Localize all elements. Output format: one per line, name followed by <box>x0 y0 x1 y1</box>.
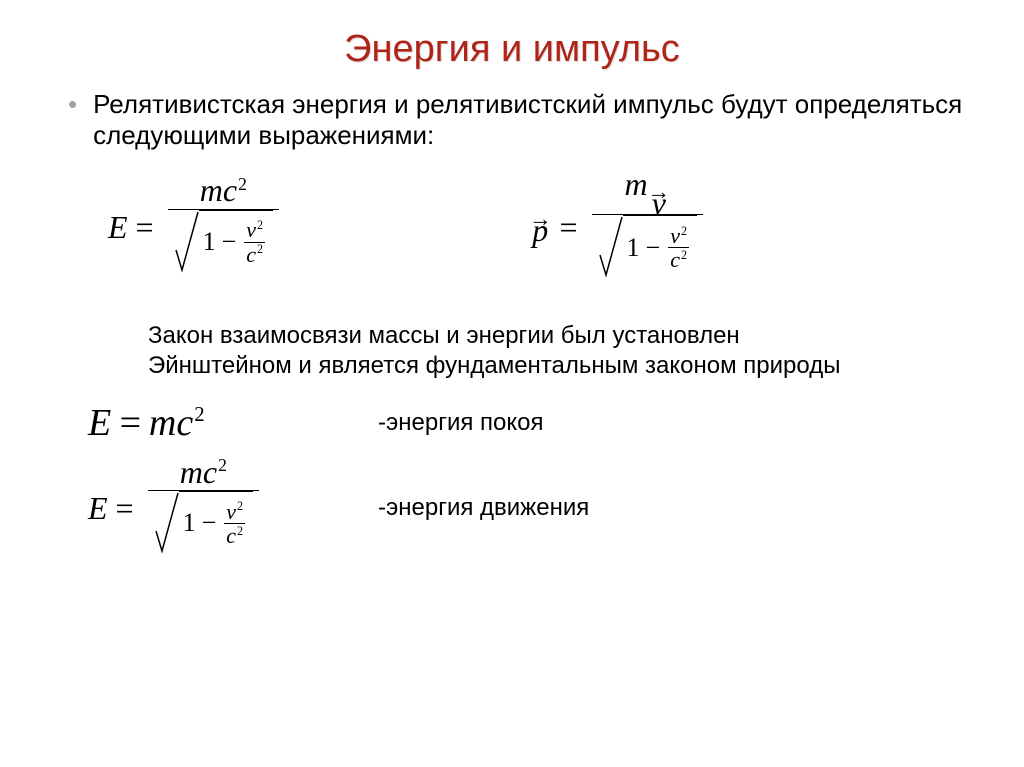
equation-momentum-relativistic: →p = m→v 1 − v2 c2 <box>529 167 703 286</box>
motion-energy-line: E= mc2 1 − v2 <box>88 455 976 562</box>
slide-title: Энергия и импульс <box>48 28 976 71</box>
radical-icon <box>174 210 200 274</box>
bullet-icon: • <box>68 89 77 120</box>
rest-energy-line: E=mc2 -энергия покоя <box>88 401 976 445</box>
bottom-equations: E=mc2 -энергия покоя E= mc2 1 − <box>88 401 976 562</box>
equation-energy-relativistic: E= mc2 1 − v2 c2 <box>108 167 279 286</box>
bullet-text: Релятивистская энергия и релятивистский … <box>93 89 976 151</box>
label-rest-energy: -энергия покоя <box>378 409 543 437</box>
equation-rest-energy: E=mc2 <box>88 401 288 445</box>
mid-line-2: Эйнштейном и является фундаментальным за… <box>148 351 976 381</box>
mid-paragraph: Закон взаимосвязи массы и энергии был ус… <box>148 321 976 381</box>
bullet-row: • Релятивистская энергия и релятивистски… <box>68 89 976 151</box>
radical-icon <box>154 491 180 555</box>
label-motion-energy: -энергия движения <box>378 494 589 522</box>
slide-container: Энергия и импульс • Релятивистская энерг… <box>0 0 1024 767</box>
mid-line-1: Закон взаимосвязи массы и энергии был ус… <box>148 321 976 351</box>
equation-motion-energy: E= mc2 1 − v2 <box>88 455 288 562</box>
equation-row-top: E= mc2 1 − v2 c2 <box>108 167 976 286</box>
radical-icon <box>598 215 624 279</box>
